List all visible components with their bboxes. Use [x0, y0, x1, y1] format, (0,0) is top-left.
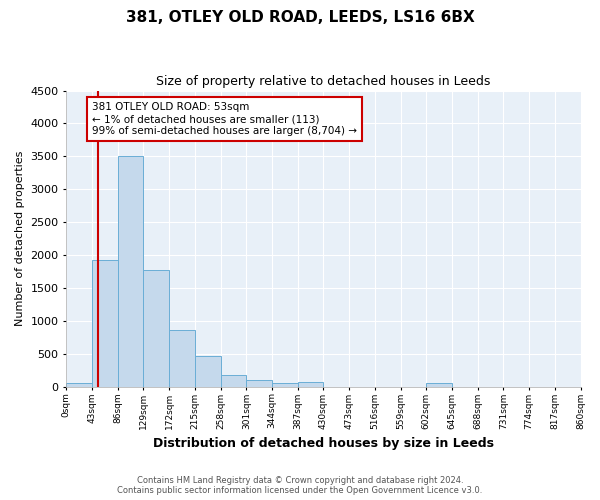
Bar: [92, 260, 118, 386]
Y-axis label: Number of detached properties: Number of detached properties: [15, 151, 25, 326]
Bar: [272, 383, 298, 386]
Text: 381 OTLEY OLD ROAD: 53sqm
← 1% of detached houses are smaller (113)
99% of semi-: 381 OTLEY OLD ROAD: 53sqm ← 1% of detach…: [92, 102, 357, 136]
Bar: [118, 156, 143, 386]
Text: 381, OTLEY OLD ROAD, LEEDS, LS16 6BX: 381, OTLEY OLD ROAD, LEEDS, LS16 6BX: [125, 10, 475, 25]
Bar: [169, 330, 195, 386]
Title: Size of property relative to detached houses in Leeds: Size of property relative to detached ho…: [156, 75, 491, 88]
Bar: [221, 375, 246, 386]
Bar: [67, 384, 92, 386]
Bar: [426, 383, 452, 386]
Text: Contains HM Land Registry data © Crown copyright and database right 2024.
Contai: Contains HM Land Registry data © Crown c…: [118, 476, 482, 495]
X-axis label: Distribution of detached houses by size in Leeds: Distribution of detached houses by size …: [153, 437, 494, 450]
Bar: [143, 270, 169, 386]
Bar: [195, 356, 221, 386]
Bar: [298, 382, 323, 386]
Bar: [246, 380, 272, 386]
